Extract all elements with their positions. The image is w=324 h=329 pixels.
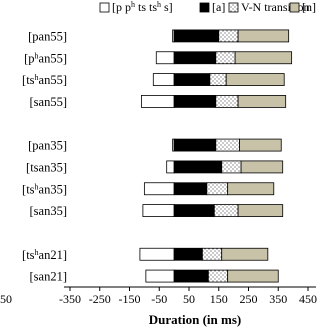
- bar-vowel-segment: [173, 29, 220, 43]
- bar-consonant-segment: [145, 269, 175, 283]
- x-axis: -350 -250 -150 -50 50 150 250 350 450 50 Duration …: [0, 286, 317, 327]
- bar-consonant-segment: [142, 204, 175, 217]
- bar-vowel-segment: [173, 138, 217, 152]
- bar-vowel-segment: [173, 182, 208, 196]
- x-tick-label: 150: [210, 292, 228, 306]
- x-tick-label: 50: [183, 292, 195, 306]
- category-label: [tsan35]: [26, 160, 67, 174]
- bar-nasal-segment: [240, 160, 284, 174]
- x-tick-label: -250: [89, 292, 111, 306]
- x-tick-label: 450: [299, 292, 317, 306]
- x-edge-tick-label: 50: [0, 292, 12, 306]
- bar-transition-segment: [215, 138, 240, 152]
- bar-transition-segment: [221, 160, 242, 174]
- category-label: [pan55]: [28, 29, 67, 43]
- legend-swatch: [289, 2, 300, 13]
- legend-swatch: [199, 2, 210, 13]
- bar-transition-segment: [209, 73, 227, 86]
- bar-nasal-segment: [221, 247, 269, 261]
- bar-transition-segment: [201, 247, 223, 261]
- bar-transition-segment: [213, 204, 239, 217]
- bar-nasal-segment: [237, 204, 284, 217]
- category-label: [phan55]: [24, 51, 67, 66]
- bars-area: [139, 29, 293, 283]
- chart-legend: [p ph ts tsh s] [a] V-N transition[n]: [99, 0, 316, 14]
- x-tick-label: -350: [59, 292, 81, 306]
- bar-consonant-segment: [155, 51, 175, 65]
- category-label: [san21]: [30, 270, 68, 284]
- category-label: [pan35]: [28, 139, 67, 153]
- bar-consonant-segment: [152, 73, 175, 86]
- category-label: [tshan55]: [22, 73, 67, 88]
- category-label: [san55]: [30, 95, 68, 109]
- bar-transition-segment: [206, 182, 229, 196]
- category-labels: [pan55] [phan55] [tshan55] [san55] [pan35] [t…: [22, 29, 67, 283]
- bar-consonant-segment: [140, 95, 175, 108]
- bar-vowel-segment: [173, 51, 217, 65]
- bar-nasal-segment: [239, 138, 282, 152]
- x-axis-title: Duration (in ms): [149, 312, 241, 327]
- category-label: [tshan21]: [22, 247, 67, 262]
- x-tick-label: -150: [119, 292, 141, 306]
- bar-nasal-segment: [234, 51, 293, 65]
- bar-transition-segment: [215, 51, 236, 65]
- bar-consonant-segment: [166, 160, 175, 174]
- bar-vowel-segment: [173, 95, 217, 108]
- x-tick-label: 250: [240, 292, 258, 306]
- legend-label: [n]: [302, 0, 316, 14]
- legend-label: [a]: [212, 0, 225, 14]
- legend-swatch: [99, 2, 110, 13]
- bar-vowel-segment: [173, 247, 203, 261]
- bar-transition-segment: [215, 95, 239, 108]
- legend-label: [p ph ts tsh s]: [112, 0, 173, 14]
- bar-nasal-segment: [227, 182, 275, 196]
- category-label: [tshan35]: [22, 182, 67, 197]
- category-label: [san35]: [30, 204, 68, 218]
- x-tick-label: 350: [269, 292, 287, 306]
- bar-nasal-segment: [227, 269, 279, 283]
- bar-vowel-segment: [173, 269, 209, 283]
- bar-consonant-segment: [143, 182, 175, 196]
- bar-nasal-segment: [237, 95, 287, 108]
- bar-vowel-segment: [173, 73, 211, 86]
- bar-vowel-segment: [173, 160, 223, 174]
- bar-nasal-segment: [237, 29, 290, 43]
- bar-vowel-segment: [173, 204, 215, 217]
- bar-transition-segment: [218, 29, 239, 43]
- bar-nasal-segment: [225, 73, 285, 86]
- x-tick-label: -50: [151, 292, 167, 306]
- bar-transition-segment: [207, 269, 229, 283]
- legend-swatch: [228, 2, 239, 13]
- bar-consonant-segment: [139, 247, 175, 261]
